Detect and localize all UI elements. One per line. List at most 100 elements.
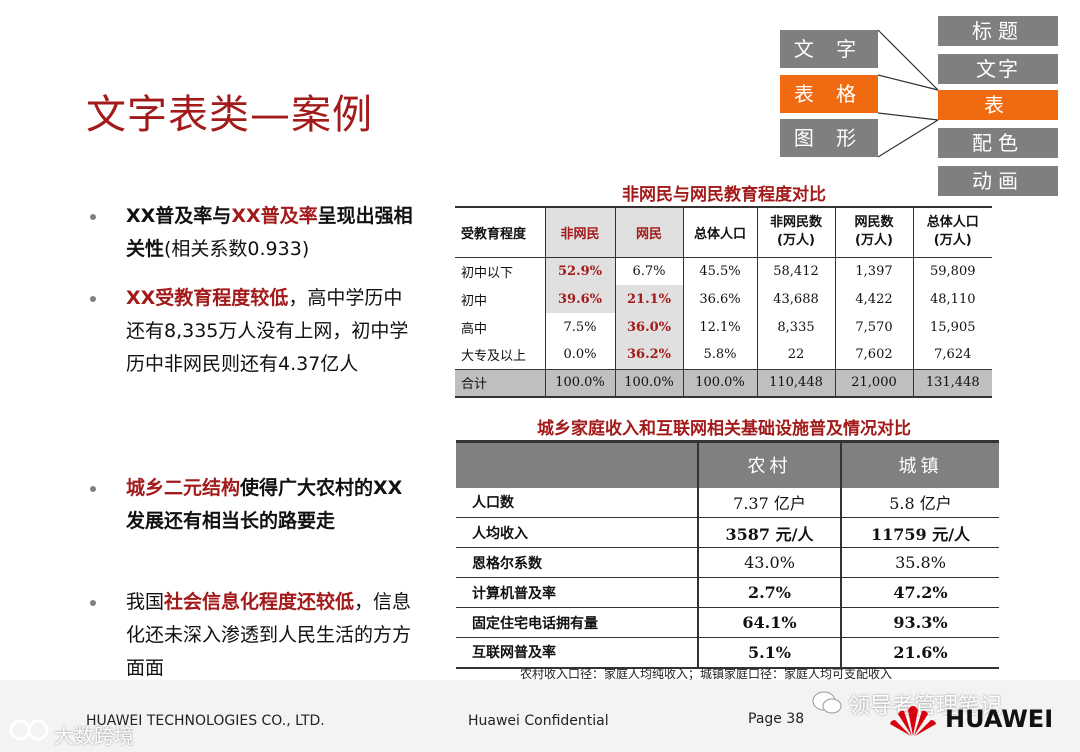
table-header-cell: 总体人口 (万人): [912, 206, 992, 258]
footer-page-number: Page 38: [748, 711, 805, 727]
table-cell: 初中以下: [461, 265, 514, 281]
table-row: 计算机普及率 2.7% 47.2%: [456, 577, 999, 608]
huawei-logo-text: HUAWEI: [945, 705, 1054, 733]
table-cell: 恩格尔系数: [456, 547, 698, 578]
footer-confidential: Huawei Confidential: [468, 713, 609, 729]
table-cell: 36.2%: [614, 341, 683, 369]
table-cell: 21,000: [834, 368, 913, 398]
bullet-text: XX受教育程度较低，高中学历中还有8,335万人没有上网，初中学历中非网民则还有…: [126, 287, 409, 375]
table-cell: 12.1%: [682, 313, 757, 341]
table-cell: 0.0%: [544, 341, 615, 369]
nav-color-button[interactable]: 配色: [938, 128, 1058, 158]
table-cell: 59,809: [912, 257, 992, 285]
table-cell: 47.2%: [840, 577, 999, 608]
table-row: 恩格尔系数 43.0% 35.8%: [456, 547, 999, 578]
table-row: 初中 39.6% 21.1% 36.6% 43,688 4,422 48,110: [455, 285, 992, 313]
table-header-cell: 总体人口: [682, 206, 757, 258]
table-cell: 100.0%: [544, 368, 615, 398]
nav-heading-button[interactable]: 标题: [938, 16, 1058, 46]
table-cell: 初中: [461, 293, 488, 309]
table-cell: 人均收入: [456, 517, 698, 548]
table-cell: 21.6%: [840, 637, 999, 669]
table-cell: 43,688: [756, 285, 835, 313]
table-cell: 固定住宅电话拥有量: [456, 607, 698, 638]
table-cell: 39.6%: [544, 285, 615, 313]
nav-tbl-button[interactable]: 表: [938, 90, 1058, 120]
table2-footnote: 农村收入口径：家庭人均纯收入；城镇家庭口径：家庭人均可支配收入: [520, 667, 893, 681]
bullet-dot-icon: [90, 296, 96, 302]
table-cell: 100.0%: [682, 368, 757, 398]
table-header-cell: 受教育程度: [455, 206, 545, 258]
table-cell: 100.0%: [614, 368, 683, 398]
table-cell: 45.5%: [682, 257, 757, 285]
watermark-logo-icon: [9, 719, 49, 741]
table-cell: 大专及以上: [461, 349, 527, 365]
table1-title: 非网民与网民教育程度对比: [622, 185, 826, 205]
nav-graphic-button[interactable]: 图 形: [780, 119, 878, 157]
table-cell: 8,335: [756, 313, 835, 341]
table-cell: 131,448: [912, 368, 992, 398]
table-header-cell: 农村: [697, 440, 841, 488]
table-cell: 7.37 亿户: [697, 487, 841, 518]
table-cell: 64.1%: [697, 607, 841, 638]
table-header-cell: 网民数 (万人): [834, 206, 913, 258]
nav-text-button[interactable]: 文 字: [780, 30, 878, 68]
huawei-logo-icon: [890, 706, 936, 736]
wechat-icon: [812, 691, 842, 714]
urban-rural-table: 农村 城镇 人口数 7.37 亿户 5.8 亿户 人均收入 3587 元/人 1…: [456, 440, 999, 669]
table-cell: 计算机普及率: [456, 577, 698, 608]
table-cell: 93.3%: [840, 607, 999, 638]
watermark-text-2: 大数跨境: [54, 724, 134, 748]
table-cell: 35.8%: [840, 547, 999, 578]
table-row: 初中以下 52.9% 6.7% 45.5% 58,412 1,397 59,80…: [455, 257, 992, 285]
table-row: 人均收入 3587 元/人 11759 元/人: [456, 517, 999, 548]
table-cell: 21.1%: [614, 285, 683, 313]
footer-company: HUAWEI TECHNOLOGIES CO., LTD.: [86, 713, 325, 729]
nav-animation-button[interactable]: 动画: [938, 166, 1058, 196]
table2-title: 城乡家庭收入和互联网相关基础设施普及情况对比: [537, 419, 911, 439]
table-cell: 52.9%: [544, 257, 615, 285]
table-cell: 7,602: [834, 341, 913, 369]
table-header-row: 受教育程度 非网民 网民 总体人口 非网民数 (万人) 网民数 (万人) 总体人…: [455, 206, 992, 258]
table-cell: 4,422: [834, 285, 913, 313]
table-cell: 36.6%: [682, 285, 757, 313]
table-cell: 5.8 亿户: [840, 487, 999, 518]
table-cell: 1,397: [834, 257, 913, 285]
table-cell: 3587 元/人: [697, 517, 841, 548]
table-cell: 110,448: [756, 368, 835, 398]
nav-table-button[interactable]: 表 格: [780, 75, 878, 113]
table-header-row: 农村 城镇: [456, 440, 999, 488]
table-cell: 58,412: [756, 257, 835, 285]
table-header-cell: [456, 440, 698, 488]
table-row: 大专及以上 0.0% 36.2% 5.8% 22 7,602 7,624: [455, 341, 992, 369]
table-cell: 2.7%: [697, 577, 841, 608]
bullet-dot-icon: [90, 214, 96, 220]
bullet-text: 我国社会信息化程度还较低，信息化还未深入渗透到人民生活的方方面面: [126, 591, 412, 679]
table-cell: 5.1%: [697, 637, 841, 669]
table-cell: 36.0%: [614, 313, 683, 341]
education-table: 受教育程度 非网民 网民 总体人口 非网民数 (万人) 网民数 (万人) 总体人…: [455, 206, 992, 398]
table-header-cell: 非网民数 (万人): [756, 206, 835, 258]
table-cell: 互联网普及率: [456, 637, 698, 669]
table-cell: 22: [756, 341, 835, 369]
table-row: 固定住宅电话拥有量 64.1% 93.3%: [456, 607, 999, 638]
table-header-cell: 城镇: [840, 440, 999, 488]
bullet-text: XX普及率与XX普及率呈现出强相关性(相关系数0.933): [126, 205, 413, 260]
table-cell: 人口数: [456, 487, 698, 518]
table-cell: 6.7%: [614, 257, 683, 285]
table-cell: 合计: [455, 368, 545, 398]
table-cell: 48,110: [912, 285, 992, 313]
table-row: 人口数 7.37 亿户 5.8 亿户: [456, 487, 999, 518]
table-cell: 7.5%: [544, 313, 615, 341]
table-cell: 7,570: [834, 313, 913, 341]
table-header-cell: 网民: [614, 206, 683, 258]
table-row: 高中 7.5% 36.0% 12.1% 8,335 7,570 15,905: [455, 313, 992, 341]
table-cell: 43.0%: [697, 547, 841, 578]
table-row: 互联网普及率 5.1% 21.6%: [456, 637, 999, 669]
bullet-dot-icon: [90, 486, 96, 492]
nav-words-button[interactable]: 文字: [938, 54, 1058, 84]
table-total-row: 合计 100.0% 100.0% 100.0% 110,448 21,000 1…: [455, 368, 992, 398]
table-cell: 7,624: [912, 341, 992, 369]
bullet-dot-icon: [90, 600, 96, 606]
table-cell: 15,905: [912, 313, 992, 341]
